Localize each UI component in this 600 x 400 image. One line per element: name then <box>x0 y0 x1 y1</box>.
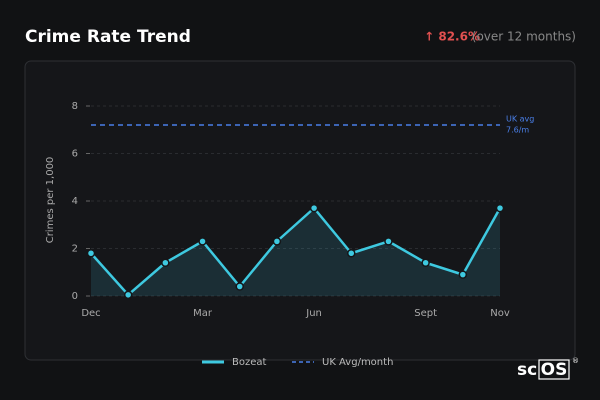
chart-title: Crime Rate Trend <box>25 27 191 47</box>
point <box>421 258 430 267</box>
brand-plain: sc <box>517 360 537 380</box>
x-tick-label: Nov <box>490 308 510 319</box>
brand-box <box>538 359 570 380</box>
brand-boxed: OS <box>541 360 568 380</box>
reference-label: UK avg <box>506 115 534 124</box>
point <box>86 249 96 258</box>
point <box>198 237 207 246</box>
x-tick-label: Dec <box>81 308 100 319</box>
legend-label: Bozeat <box>232 357 267 368</box>
y-tick-label: 2 <box>72 244 78 255</box>
point <box>347 249 356 258</box>
point <box>235 282 244 291</box>
reference-label: 7.6/m <box>506 126 529 135</box>
change-note: (over 12 months) <box>472 30 576 44</box>
legend: Bozeat UK Avg/month <box>202 357 393 368</box>
y-tick-label: 8 <box>72 101 78 112</box>
point <box>458 270 468 279</box>
x-tick-label: Jun <box>305 308 322 319</box>
area <box>91 208 500 296</box>
y-axis-label: Crimes per 1,000 <box>45 157 56 244</box>
x-tick-label: Sept <box>414 308 437 319</box>
point <box>384 237 393 246</box>
legend-label: UK Avg/month <box>322 357 393 368</box>
point <box>123 290 133 300</box>
x-tick-label: Mar <box>193 308 213 319</box>
y-tick-label: 4 <box>72 196 78 207</box>
point <box>272 237 282 246</box>
point <box>161 258 170 267</box>
point <box>309 203 319 213</box>
point <box>495 203 505 213</box>
brand-mark: ® <box>572 357 579 365</box>
line <box>90 206 502 297</box>
change-label: ↑ 82.6% <box>424 30 480 44</box>
y-tick-label: 0 <box>72 291 78 302</box>
chart-card <box>24 60 576 361</box>
y-tick-label: 6 <box>72 149 78 160</box>
